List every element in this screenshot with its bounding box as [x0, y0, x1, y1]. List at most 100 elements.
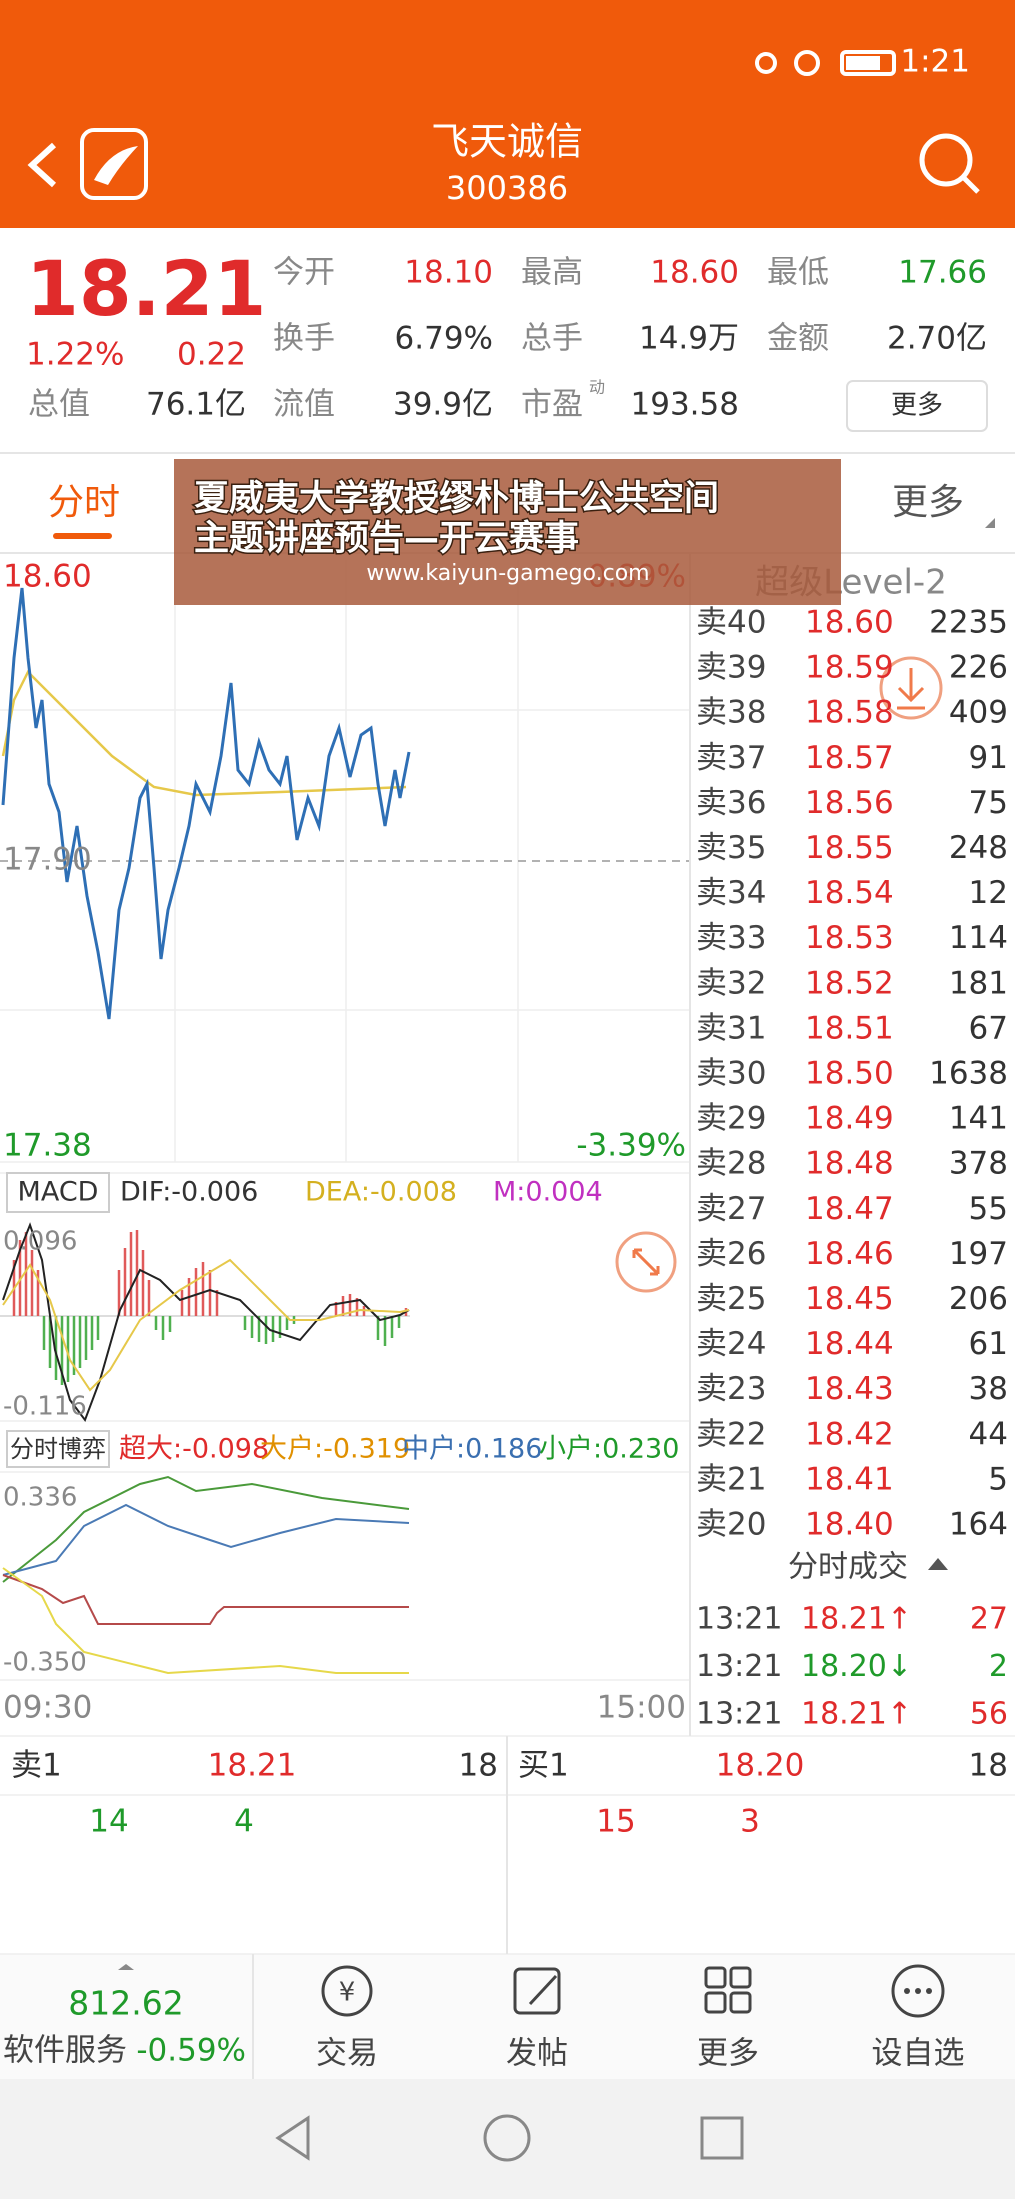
nav-item[interactable]: 设自选: [872, 2036, 965, 2072]
ask-level: 卖21: [696, 1461, 766, 1497]
ask-price: 18.45: [805, 1281, 894, 1317]
ask-volume: 114: [949, 920, 1008, 956]
stat-value: 76.1亿: [146, 387, 246, 423]
nav-item[interactable]: 更多: [697, 2036, 759, 2072]
stat-label: 总手: [521, 321, 583, 357]
trade-time: 13:21: [696, 1649, 782, 1684]
ask-volume: 55: [969, 1191, 1008, 1227]
stat-label: 换手: [273, 321, 335, 357]
ask-price: 18.52: [805, 965, 894, 1001]
ask-volume: 38: [969, 1371, 1008, 1407]
avg-price-line: [1, 669, 407, 797]
macd-dea: [2, 1258, 410, 1392]
ask-level: 卖35: [696, 830, 766, 866]
ask-level: 卖27: [696, 1191, 766, 1227]
tab[interactable]: 更多: [892, 482, 964, 523]
quote-price: 18.21: [208, 1748, 297, 1784]
tab-arrow: [985, 518, 995, 528]
ask-level: 卖28: [696, 1146, 766, 1182]
quote-detail: 15: [596, 1804, 635, 1840]
ask-volume: 409: [949, 695, 1008, 731]
game-box: [6, 1430, 110, 1468]
macd-dea: DEA:-0.008: [305, 1177, 457, 1208]
ask-volume: 12: [969, 875, 1008, 911]
banner-url: www.kaiyun-gamego.com: [366, 561, 649, 586]
stat-value: 2.70亿: [887, 321, 987, 357]
status-icons: [755, 50, 896, 76]
ask-volume: 5: [988, 1461, 1008, 1497]
quote-volume: 18: [459, 1748, 498, 1784]
ask-volume: 61: [969, 1326, 1008, 1362]
index-arrow: [118, 1964, 134, 1970]
ask-price: 18.51: [805, 1010, 894, 1046]
macd-title: MACD: [18, 1177, 99, 1208]
more-button-label[interactable]: 更多: [891, 391, 943, 421]
yen-icon: ¥: [339, 1978, 356, 2008]
more-button[interactable]: [846, 380, 988, 432]
more-dots: [904, 1988, 932, 1994]
ask-volume: 44: [969, 1416, 1008, 1452]
back-button[interactable]: [27, 142, 57, 188]
trade-price: 18.21↑: [801, 1602, 912, 1637]
game-max: 0.336: [3, 1483, 77, 1513]
status-time: 1:21: [900, 44, 970, 80]
change: 0.22: [177, 337, 246, 373]
nav-item[interactable]: 发帖: [506, 2036, 568, 2072]
macd-min: -0.116: [3, 1392, 87, 1422]
trade-time: 13:21: [696, 1697, 782, 1732]
ask-volume: 141: [949, 1101, 1008, 1137]
header-bg: [0, 0, 1015, 228]
price-high: 18.60: [3, 559, 92, 595]
quote-side: 卖1: [11, 1748, 62, 1784]
ask-level: 卖29: [696, 1101, 766, 1137]
tab-underline: [53, 533, 112, 539]
ask-level: 卖23: [696, 1371, 766, 1407]
ask-volume: 1638: [929, 1056, 1008, 1092]
banner[interactable]: 夏威夷大学教授缪朴博士公共空间主题讲座预告—开云赛事www.kaiyun-gam…: [174, 459, 841, 605]
download-button[interactable]: [879, 656, 943, 720]
nav-item[interactable]: 交易: [316, 2036, 378, 2072]
stat-value: 39.9亿: [393, 387, 493, 423]
index-value: 812.62: [68, 1984, 183, 2023]
quote-detail: 14: [89, 1804, 128, 1840]
stat-value: 6.79%: [395, 321, 493, 357]
tab[interactable]: 分时: [48, 482, 120, 523]
price-mid: 17.90: [3, 842, 92, 878]
stat-label: 最低: [767, 255, 829, 291]
ask-price: 18.57: [805, 740, 894, 776]
search-button[interactable]: [919, 133, 980, 194]
ask-price: 18.50: [805, 1056, 894, 1092]
price-line: [1, 587, 411, 1020]
ask-price: 18.49: [805, 1101, 894, 1137]
ask-volume: 2235: [929, 605, 1008, 641]
game-item: 大户:-0.319: [260, 1434, 410, 1465]
logo-mark: [94, 146, 138, 185]
macd-dif: [2, 1222, 410, 1423]
bottom-nav-bg: [0, 1954, 1015, 2079]
quote-volume: 18: [969, 1748, 1008, 1784]
stat-value: 14.9万: [639, 321, 739, 357]
trade-volume: 56: [970, 1697, 1008, 1732]
ask-level: 卖38: [696, 695, 766, 731]
ask-price: 18.53: [805, 920, 894, 956]
ask-level: 卖24: [696, 1326, 766, 1362]
ask-price: 18.43: [805, 1371, 894, 1407]
ask-level: 卖39: [696, 650, 766, 686]
banner-bg: [174, 459, 841, 605]
macd-m: M:0.004: [493, 1177, 603, 1208]
ask-level: 卖37: [696, 740, 766, 776]
expand-button[interactable]: [615, 1231, 677, 1293]
macd-max: 0.096: [3, 1227, 77, 1257]
game-item: 小户:0.230: [539, 1434, 679, 1465]
ask-level: 卖22: [696, 1416, 766, 1452]
ask-volume: 164: [949, 1507, 1008, 1543]
ask-price: 18.41: [805, 1461, 894, 1497]
ask-level: 卖31: [696, 1010, 766, 1046]
game-item: 中户:0.186: [402, 1434, 542, 1465]
ask-price: 18.55: [805, 830, 894, 866]
index-name: 软件服务: [3, 2033, 127, 2069]
quote-side: 买1: [518, 1748, 569, 1784]
change-pct: 1.22%: [26, 337, 124, 373]
system-nav[interactable]: [275, 2114, 744, 2162]
ask-volume: 91: [969, 740, 1008, 776]
